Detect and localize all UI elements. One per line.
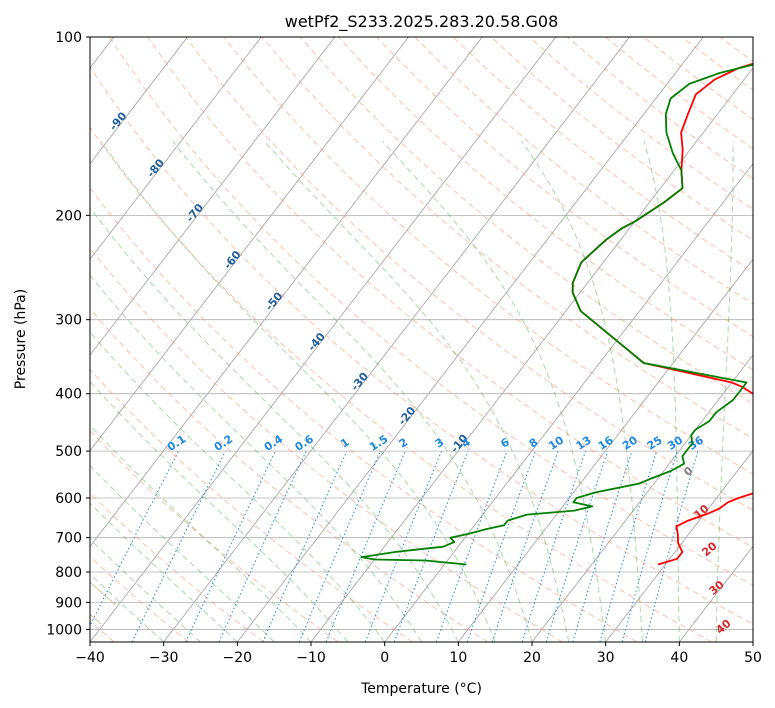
isotherm-line: [90, 37, 409, 452]
x-tick-label: −20: [223, 650, 253, 666]
dry-adiabat-line: [185, 37, 753, 511]
mixing-ratio-line: [364, 450, 442, 642]
dry-adiabat-line: [90, 247, 563, 642]
plot-area: -100-90-80-70-60-50-40-30-20-10 01020304…: [90, 37, 753, 642]
dry-adiabats: [90, 37, 753, 642]
y-tick-label: 300: [55, 313, 82, 329]
moist-adiabat-line: [90, 331, 386, 642]
dry-adiabat-line: [90, 65, 753, 625]
isotherm-line: [531, 354, 753, 642]
mixing-ratio-line: [467, 450, 536, 642]
dry-adiabat-line: [90, 307, 488, 642]
moist-adiabat-line: [643, 141, 680, 642]
x-axis-ticks: −40 −30 −20 −10 0 10 20 30 40 50: [75, 642, 762, 666]
dewpoint-line: [360, 63, 753, 566]
mixing-ratio-line: [90, 450, 179, 627]
isotherm-line: [163, 37, 630, 642]
dry-adiabat-line: [338, 37, 753, 371]
y-tick-label: 800: [55, 565, 82, 581]
dry-adiabat-line: [376, 37, 753, 338]
x-tick-label: 50: [744, 650, 762, 666]
dry-adiabat-line: [109, 37, 753, 586]
mixing-ratio-line: [325, 450, 406, 642]
dry-adiabat-line: [90, 126, 712, 642]
mixing-ratio-line: [521, 450, 587, 642]
x-tick-label: 30: [597, 650, 615, 666]
y-tick-label: 200: [55, 208, 82, 224]
y-tick-label: 1000: [46, 622, 82, 638]
x-tick-label: 0: [380, 650, 389, 666]
y-tick-label: 900: [55, 595, 82, 611]
dry-adiabat-line: [414, 37, 753, 305]
isotherm-lines: [90, 37, 753, 642]
x-tick-label: 20: [523, 650, 541, 666]
moist-adiabat-line: [100, 141, 496, 642]
x-tick-label: −30: [149, 650, 179, 666]
isotherm-line: [605, 450, 753, 642]
mixing-ratio-lines: [90, 450, 699, 642]
x-tick-label: 40: [670, 650, 688, 666]
isotherm-line: [237, 37, 704, 642]
sounding-series: [360, 62, 753, 566]
mixing-ratio-line: [131, 450, 226, 642]
x-tick-label: −40: [75, 650, 105, 666]
moist-adiabat-line: [90, 424, 312, 642]
y-tick-label: 400: [55, 387, 82, 403]
mixing-ratio-line: [262, 450, 348, 642]
mixing-ratio-line: [435, 450, 508, 642]
x-tick-label: −10: [296, 650, 326, 666]
dry-adiabat-line: [90, 368, 414, 642]
moist-adiabat-line: [382, 140, 607, 642]
y-tick-label: 100: [55, 30, 82, 46]
x-tick-label: 10: [449, 650, 467, 666]
mixing-ratio-line: [393, 450, 469, 642]
isotherm-line: [90, 37, 188, 165]
moist-adiabats: [90, 140, 734, 642]
dry-adiabat-line: [90, 555, 190, 642]
isobar-gridlines: [90, 37, 753, 630]
mixing-ratio-line: [491, 450, 559, 642]
dry-adiabat-line: [147, 37, 753, 548]
isotherm-line: [90, 37, 262, 260]
dry-adiabat-line: [90, 187, 638, 642]
isotherm-line: [384, 162, 753, 642]
y-tick-label: 600: [55, 491, 82, 507]
mixing-ratio-line: [621, 450, 678, 642]
dry-adiabat-line: [90, 430, 339, 642]
mixing-ratio-line: [572, 450, 633, 642]
moist-adiabat-line: [264, 140, 570, 642]
y-tick-label: 500: [55, 444, 82, 460]
mixing-ratio-line: [545, 450, 609, 642]
isotherm-line: [458, 258, 753, 642]
dry-adiabat-line: [299, 37, 753, 405]
y-axis-title: Pressure (hPa): [13, 289, 29, 389]
y-tick-label: 700: [55, 531, 82, 547]
plot-frame: [89, 36, 754, 643]
moist-adiabat-line: [715, 141, 734, 642]
moist-adiabat-line: [521, 141, 643, 642]
mixing-ratio-line: [644, 450, 699, 642]
mixing-ratio-line: [298, 450, 381, 642]
isotherm-line: [90, 37, 336, 356]
isotherm-line: [90, 37, 483, 547]
moist-adiabat-line: [90, 380, 349, 642]
x-axis-title: Temperature (°C): [360, 681, 482, 697]
chart-title: wetPf2_S233.2025.283.20.58.G08: [285, 12, 559, 32]
temperature-line: [571, 62, 753, 566]
mixing-ratio-line: [599, 450, 658, 642]
isotherm-line: [90, 37, 557, 642]
moist-adiabat-line: [172, 140, 533, 642]
y-axis-ticks: 100 200 300 400 500 600 700 800 900 1000: [46, 30, 90, 638]
